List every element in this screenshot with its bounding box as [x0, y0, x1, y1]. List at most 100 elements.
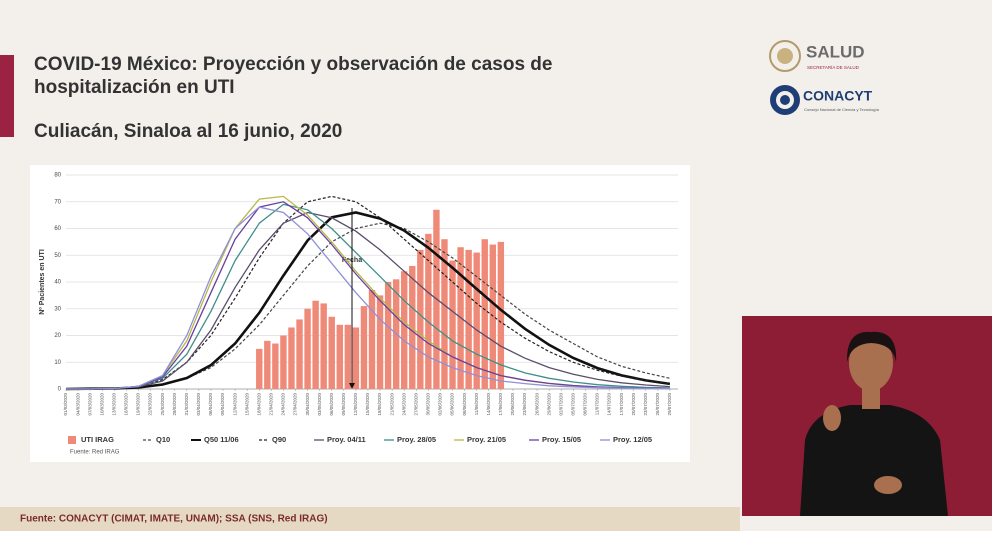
legend-label: UTI IRAG — [81, 435, 114, 444]
interpreter-face — [849, 335, 893, 391]
x-tick-label: 12/05/2020 — [353, 393, 358, 416]
x-tick-label: 16/03/2020 — [124, 393, 129, 416]
interpreter-neck — [862, 385, 880, 409]
x-tick-label: 30/05/2020 — [426, 393, 431, 416]
chart: 0 10 20 30 40 50 60 70 80 01/03/2020 04/03/2020 07/… — [39, 173, 678, 456]
bar — [280, 335, 287, 389]
bar — [497, 241, 505, 389]
slide-title: COVID-19 México: Proyección y observació… — [34, 54, 552, 75]
bar — [256, 348, 263, 389]
x-tick-label: 05/07/2020 — [571, 393, 576, 416]
bar — [449, 260, 456, 389]
y-tick-label: 0 — [58, 387, 62, 393]
bar — [441, 239, 448, 389]
bar — [296, 319, 303, 389]
footer-band — [0, 507, 740, 531]
x-tick-label: 23/07/2020 — [643, 393, 648, 416]
x-tick-label: 02/07/2020 — [558, 393, 563, 416]
logo-subtext: Consejo Nacional de Ciencia y Tecnología — [804, 107, 880, 112]
bar — [465, 249, 472, 389]
bar — [272, 343, 279, 389]
x-tick-label: 22/03/2020 — [148, 393, 153, 416]
x-tick-label: 27/05/2020 — [413, 393, 418, 416]
x-tick-label: 09/05/2020 — [341, 393, 346, 416]
x-tick-label: 24/04/2020 — [281, 393, 286, 416]
slide-title: hospitalización en UTI — [34, 77, 235, 98]
emblem — [769, 40, 801, 72]
x-tick-label: 20/06/2020 — [510, 393, 515, 416]
x-tick-label: 29/06/2020 — [546, 393, 551, 416]
line-series — [66, 201, 670, 390]
line-series — [66, 206, 670, 390]
x-tick-label: 12/04/2020 — [232, 393, 237, 416]
interpreter-video — [742, 316, 992, 516]
legend-label: Q50 11/06 — [204, 435, 239, 444]
x-tick-label: 21/05/2020 — [389, 393, 394, 416]
bar — [312, 300, 319, 389]
bottom-band — [0, 531, 992, 555]
line-series — [66, 211, 670, 390]
emblem — [780, 95, 790, 105]
accent-bar — [0, 55, 14, 137]
bar — [360, 306, 368, 389]
x-tick-label: 24/05/2020 — [401, 393, 406, 416]
x-tick-label: 17/07/2020 — [619, 393, 624, 416]
x-tick-label: 31/03/2020 — [184, 393, 189, 416]
y-tick-label: 30 — [54, 306, 61, 312]
x-tick-label: 21/04/2020 — [269, 393, 274, 416]
bar — [288, 327, 295, 389]
x-tick-label: 10/03/2020 — [99, 393, 104, 416]
interpreter-hair — [846, 331, 897, 362]
x-tick-label: 25/03/2020 — [160, 393, 165, 416]
x-tick-label: 03/04/2020 — [196, 393, 201, 416]
legend-label: Proy. 12/05 — [613, 435, 652, 444]
legend-label: Q90 — [272, 435, 286, 444]
bar — [409, 265, 416, 389]
bar — [344, 324, 352, 389]
x-tick-label: 23/06/2020 — [522, 393, 527, 416]
logo-text: CONACYT — [803, 88, 873, 104]
x-tick-label: 02/06/2020 — [438, 393, 443, 416]
x-tick-label: 06/04/2020 — [208, 393, 213, 416]
x-tick-label: 18/04/2020 — [256, 393, 261, 416]
y-tick-label: 50 — [54, 253, 61, 259]
x-tick-label: 29/07/2020 — [667, 393, 672, 416]
x-tick-label: 20/07/2020 — [631, 393, 636, 416]
logo-text: SALUD — [806, 42, 865, 61]
x-tick-label: 14/07/2020 — [607, 393, 612, 416]
legend-label: Proy. 28/05 — [397, 435, 436, 444]
interpreter-body — [800, 405, 948, 516]
line-series — [66, 195, 670, 390]
bar — [384, 282, 392, 389]
bar — [352, 327, 360, 389]
legend-label: Proy. 21/05 — [467, 435, 506, 444]
arrow-head — [349, 383, 355, 389]
bar — [417, 249, 424, 389]
bar — [304, 308, 311, 389]
y-tick-label: 40 — [54, 280, 61, 286]
legend-label: Proy. 04/11 — [327, 435, 366, 444]
x-tick-label: 09/04/2020 — [220, 393, 225, 416]
salud-logo: SALUD SECRETARÍA DE SALUD — [769, 40, 865, 72]
x-tick-label: 14/06/2020 — [486, 393, 491, 416]
line-series — [65, 211, 671, 391]
bar — [376, 295, 384, 389]
footer-text: Fuente: CONACYT (CIMAT, IMATE, UNAM); SS… — [20, 514, 328, 525]
bar — [320, 303, 327, 389]
x-tick-label: 11/07/2020 — [595, 393, 600, 416]
x-tick-label: 26/07/2020 — [655, 393, 660, 416]
x-tick-label: 13/03/2020 — [112, 393, 117, 416]
bar — [489, 244, 496, 389]
bar — [401, 271, 408, 389]
x-tick-label: 15/05/2020 — [365, 393, 370, 416]
bar — [425, 233, 432, 389]
y-tick-label: 80 — [54, 173, 61, 179]
chart-background — [30, 165, 690, 462]
bar — [473, 252, 480, 389]
x-tick-label: 30/04/2020 — [305, 393, 310, 416]
x-tick-label: 04/03/2020 — [75, 393, 80, 416]
slide-subtitle: Culiacán, Sinaloa al 16 junio, 2020 — [34, 121, 342, 142]
bar — [368, 290, 376, 389]
